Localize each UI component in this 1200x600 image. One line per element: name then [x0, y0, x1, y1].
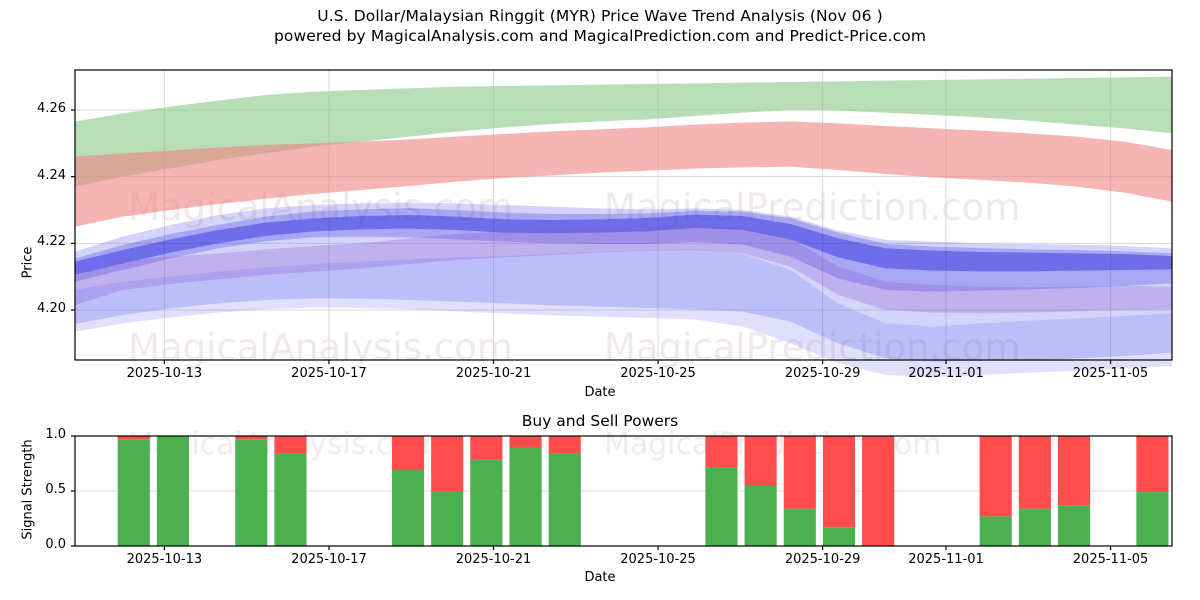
watermark-text: MagicalAnalysis.com	[128, 326, 513, 369]
buy-power-bar[interactable]	[431, 491, 464, 546]
signal-x-tick-label: 2025-10-21	[455, 552, 532, 567]
bar-group[interactable]	[431, 436, 464, 546]
buy-power-bar[interactable]	[744, 485, 777, 547]
sell-power-bar[interactable]	[979, 436, 1012, 517]
sell-power-bar[interactable]	[862, 436, 895, 546]
sell-power-bar[interactable]	[744, 436, 777, 486]
price-x-axis-label: Date	[584, 385, 616, 400]
bar-group[interactable]	[391, 436, 425, 546]
signal-x-tick-label: 2025-10-13	[126, 552, 203, 567]
buy-power-bar[interactable]	[1136, 492, 1169, 546]
price-x-tick-label: 2025-10-25	[620, 366, 696, 381]
wave-band-blue-core-band	[75, 214, 1172, 275]
watermark-text: MagicalPrediction.com	[604, 186, 1020, 229]
price-x-tick-label: 2025-11-05	[1072, 366, 1149, 381]
signal-y-tick-label: 1.0	[45, 427, 66, 442]
bar-group[interactable]	[1057, 436, 1091, 546]
buy-power-bar[interactable]	[509, 447, 542, 546]
bar-group[interactable]	[470, 436, 503, 546]
bar-group[interactable]	[862, 436, 895, 546]
buy-power-bar[interactable]	[1018, 508, 1051, 546]
buy-power-bar[interactable]	[783, 508, 816, 546]
signal-x-axis-label: Date	[584, 570, 616, 585]
price-y-tick-label: 4.22	[37, 234, 66, 250]
buy-power-bar[interactable]	[235, 439, 268, 546]
price-y-tick-label: 4.24	[37, 167, 66, 183]
sell-power-bar[interactable]	[235, 436, 268, 440]
wave-band-blue-lowest-band	[75, 249, 1172, 378]
price-x-tick-label: 2025-10-13	[126, 366, 203, 381]
price-wave-panel: Price Date MagicalAnalysis.com MagicalPre…	[0, 60, 1200, 400]
price-x-tick-label: 2025-10-17	[291, 366, 367, 381]
plot-border	[74, 69, 1173, 361]
buy-sell-title: Buy and Sell Powers	[521, 412, 679, 430]
wave-band-violet-lower-band	[75, 225, 1172, 314]
bar-group[interactable]	[979, 436, 1012, 546]
bar-group[interactable]	[744, 436, 777, 547]
signal-x-tick-label: 2025-11-01	[908, 552, 984, 567]
buy-power-bar[interactable]	[391, 469, 425, 546]
watermark-text: MagicalPrediction.com	[604, 326, 1020, 369]
buy-power-bar[interactable]	[822, 527, 856, 546]
sell-power-bar[interactable]	[470, 436, 503, 460]
bar-group[interactable]	[117, 436, 150, 546]
sell-power-bar[interactable]	[1018, 436, 1051, 509]
buy-power-bar[interactable]	[274, 453, 307, 546]
price-y-tick-label: 4.20	[37, 301, 66, 316]
page-title: U.S. Dollar/Malaysian Ringgit (MYR) Pric…	[0, 6, 1200, 46]
sell-power-bar[interactable]	[1136, 436, 1169, 493]
wave-band-upper-green-band	[75, 76, 1172, 187]
wave-band-mid-red-band	[75, 121, 1172, 227]
wave-band-blue-outer-band	[75, 202, 1172, 362]
bar-group[interactable]	[705, 436, 738, 546]
bar-group[interactable]	[548, 436, 581, 546]
sell-power-bar[interactable]	[822, 436, 856, 528]
price-x-tick-label: 2025-10-29	[784, 366, 861, 381]
buy-power-bar[interactable]	[1057, 505, 1091, 546]
buy-power-bar[interactable]	[117, 439, 150, 546]
bar-group[interactable]	[822, 436, 856, 546]
buy-power-bar[interactable]	[548, 453, 581, 546]
signal-x-tick-label: 2025-11-05	[1072, 552, 1149, 567]
sell-power-bar[interactable]	[391, 436, 425, 469]
bar-group[interactable]	[509, 436, 542, 546]
sell-power-bar[interactable]	[509, 436, 542, 447]
signal-x-tick-label: 2025-10-25	[620, 552, 696, 567]
sell-power-bar[interactable]	[117, 436, 150, 440]
bar-group[interactable]	[156, 436, 190, 546]
bar-group[interactable]	[783, 436, 816, 546]
bar-group[interactable]	[1136, 436, 1169, 546]
signal-x-tick-label: 2025-10-17	[291, 552, 367, 567]
sell-power-bar[interactable]	[705, 436, 738, 468]
price-x-tick-label: 2025-11-01	[908, 366, 984, 381]
sell-power-bar[interactable]	[431, 436, 464, 491]
bar-group[interactable]	[1018, 436, 1051, 546]
sell-power-bar[interactable]	[1057, 436, 1091, 506]
signal-x-tick-label: 2025-10-29	[784, 552, 861, 567]
sell-power-bar[interactable]	[548, 436, 581, 454]
bar-group[interactable]	[235, 436, 268, 546]
price-wave-plot: MagicalAnalysis.com MagicalPrediction.com…	[71, 69, 1173, 378]
sell-power-bar[interactable]	[783, 436, 816, 509]
bar-group[interactable]	[274, 436, 307, 546]
buy-power-bar[interactable]	[156, 436, 190, 546]
price-y-tick-label: 4.26	[37, 101, 66, 116]
wave-band-blue-mid-band	[75, 208, 1172, 292]
chart-subtitle: powered by MagicalAnalysis.com and Magic…	[273, 27, 927, 45]
buy-power-bar[interactable]	[979, 516, 1012, 546]
price-x-tick-label: 2025-10-21	[455, 366, 532, 381]
buy-power-bar[interactable]	[705, 467, 738, 546]
signal-y-tick-label: 0.0	[45, 537, 66, 552]
buy-sell-powers-panel: Buy and Sell Powers Signal Strength Date…	[0, 412, 1200, 600]
sell-power-bar[interactable]	[274, 436, 307, 454]
buy-power-bar[interactable]	[470, 459, 503, 546]
chart-title: U.S. Dollar/Malaysian Ringgit (MYR) Pric…	[317, 7, 883, 25]
signal-y-tick-label: 0.5	[45, 482, 66, 497]
